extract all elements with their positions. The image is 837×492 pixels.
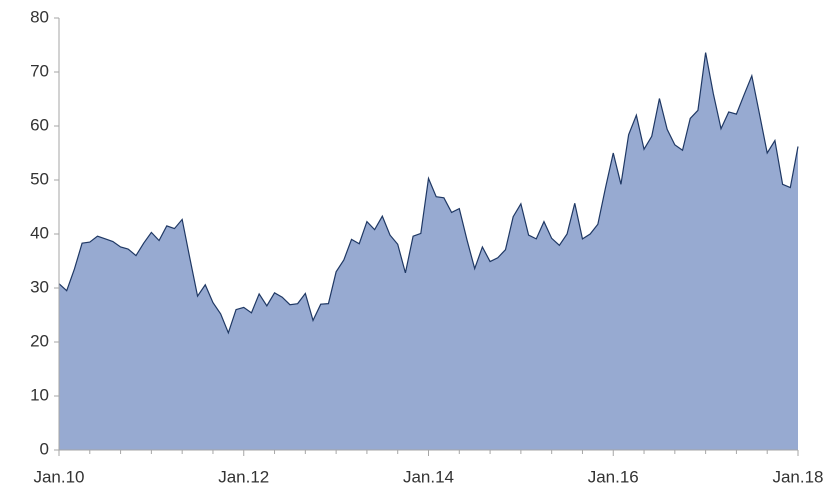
x-tick-label: Jan.16	[588, 467, 639, 486]
y-tick-label: 0	[40, 439, 49, 458]
y-tick-label: 40	[30, 223, 49, 242]
y-tick-label: 70	[30, 61, 49, 80]
x-tick-label: Jan.14	[403, 467, 454, 486]
y-tick-label: 80	[30, 7, 49, 26]
x-tick-label: Jan.18	[772, 467, 823, 486]
x-tick-label: Jan.12	[218, 467, 269, 486]
x-tick-label: Jan.10	[33, 467, 84, 486]
y-tick-label: 30	[30, 277, 49, 296]
y-tick-label: 20	[30, 331, 49, 350]
line	[58, 52, 799, 335]
area	[59, 52, 798, 451]
y-tick-label: 50	[30, 169, 49, 188]
y-tick-label: 60	[30, 115, 49, 134]
y-tick-label: 10	[30, 385, 49, 404]
